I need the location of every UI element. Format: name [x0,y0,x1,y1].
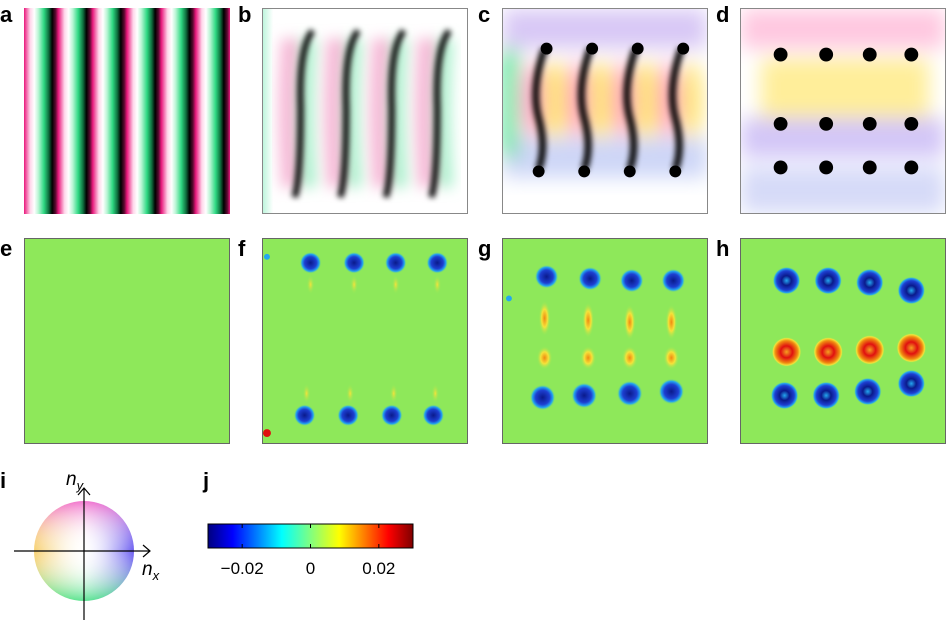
panel-label-g: g [478,236,492,261]
panel-label-b: b [238,2,252,27]
colorbar-tick-label: 0.02 [362,559,395,578]
panel-label-e: e [0,236,13,261]
wheel-x-label: nx [142,559,160,583]
panel-e-uniform-field [24,238,230,444]
wheel-y-label: ny [66,469,85,493]
panel-a-stripes [24,8,230,214]
panel-label-j: j [203,468,210,493]
panel-c-defect-stripes [502,8,708,214]
colorbar-tick-label: −0.02 [221,559,264,578]
defect-marker [540,42,553,55]
panel-label-f: f [238,236,246,261]
panel-d-defect-lattice [740,8,946,214]
panel-f-field [262,238,468,444]
panel-label-d: d [716,2,730,27]
panel-label-i: i [0,468,7,493]
panel-label-h: h [716,236,730,261]
panel-b-curved-stripes [262,8,468,214]
panel-label-c: c [478,2,491,27]
colorbar-tick-label: 0 [306,559,315,578]
panel-label-a: a [0,2,13,27]
panel-g-field [502,238,708,444]
panel-h-field [740,238,946,444]
